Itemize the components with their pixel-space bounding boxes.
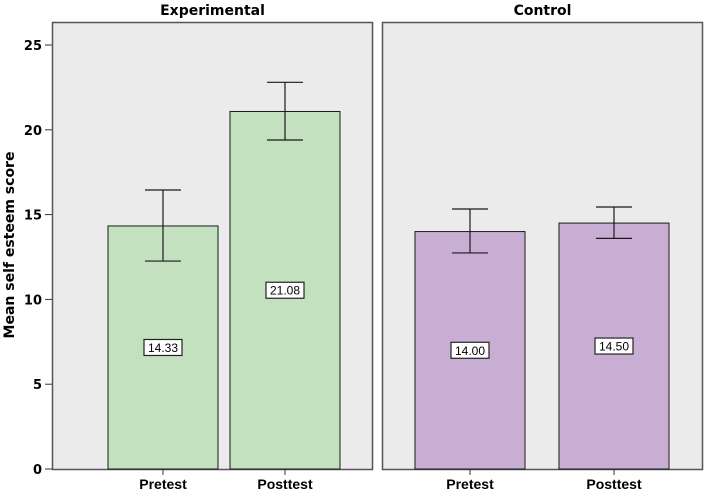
- panels: Experimental14.33Pretest21.08PosttestCon…: [51, 3, 704, 492]
- data-label: 14.33: [148, 341, 178, 355]
- y-tick-label: 15: [24, 209, 42, 224]
- bar-group: 14.33 Pretest: [107, 189, 219, 492]
- data-label-box: [143, 338, 183, 357]
- x-tick-label: Posttest: [257, 476, 313, 492]
- data-label-box: [594, 337, 634, 355]
- panel-experimental: Experimental 14.33 Pretest 21.08 Posttest: [51, 3, 374, 492]
- x-tick-label: Posttest: [586, 476, 642, 492]
- y-axis-title: Mean self esteem score: [2, 152, 18, 339]
- panel-title: Experimental: [160, 3, 265, 19]
- data-label: 14.00: [455, 344, 485, 358]
- bar-group: 21.08 Posttest: [229, 81, 341, 492]
- y-tick-label: 10: [24, 293, 42, 308]
- bar-group: 14.00 Pretest: [414, 208, 526, 492]
- x-tick-label: Pretest: [139, 476, 187, 492]
- data-label: 21.08: [270, 284, 300, 298]
- y-tick-label: 25: [24, 39, 42, 54]
- panel-control: Control 14.00 Pretest 14.50 Posttest: [381, 3, 704, 492]
- y-tick-label: 20: [24, 124, 42, 139]
- bar-group: 14.50 Posttest: [558, 206, 670, 492]
- x-tick-label: Pretest: [446, 476, 494, 492]
- data-label: 14.50: [599, 340, 629, 354]
- y-axis: 0 5 10 15 20 25: [24, 39, 52, 478]
- y-tick-label: 0: [33, 463, 42, 478]
- panel-title: Control: [514, 3, 572, 19]
- data-label-box: [450, 341, 490, 359]
- y-tick-label: 5: [33, 378, 42, 393]
- data-label-box: [265, 281, 305, 299]
